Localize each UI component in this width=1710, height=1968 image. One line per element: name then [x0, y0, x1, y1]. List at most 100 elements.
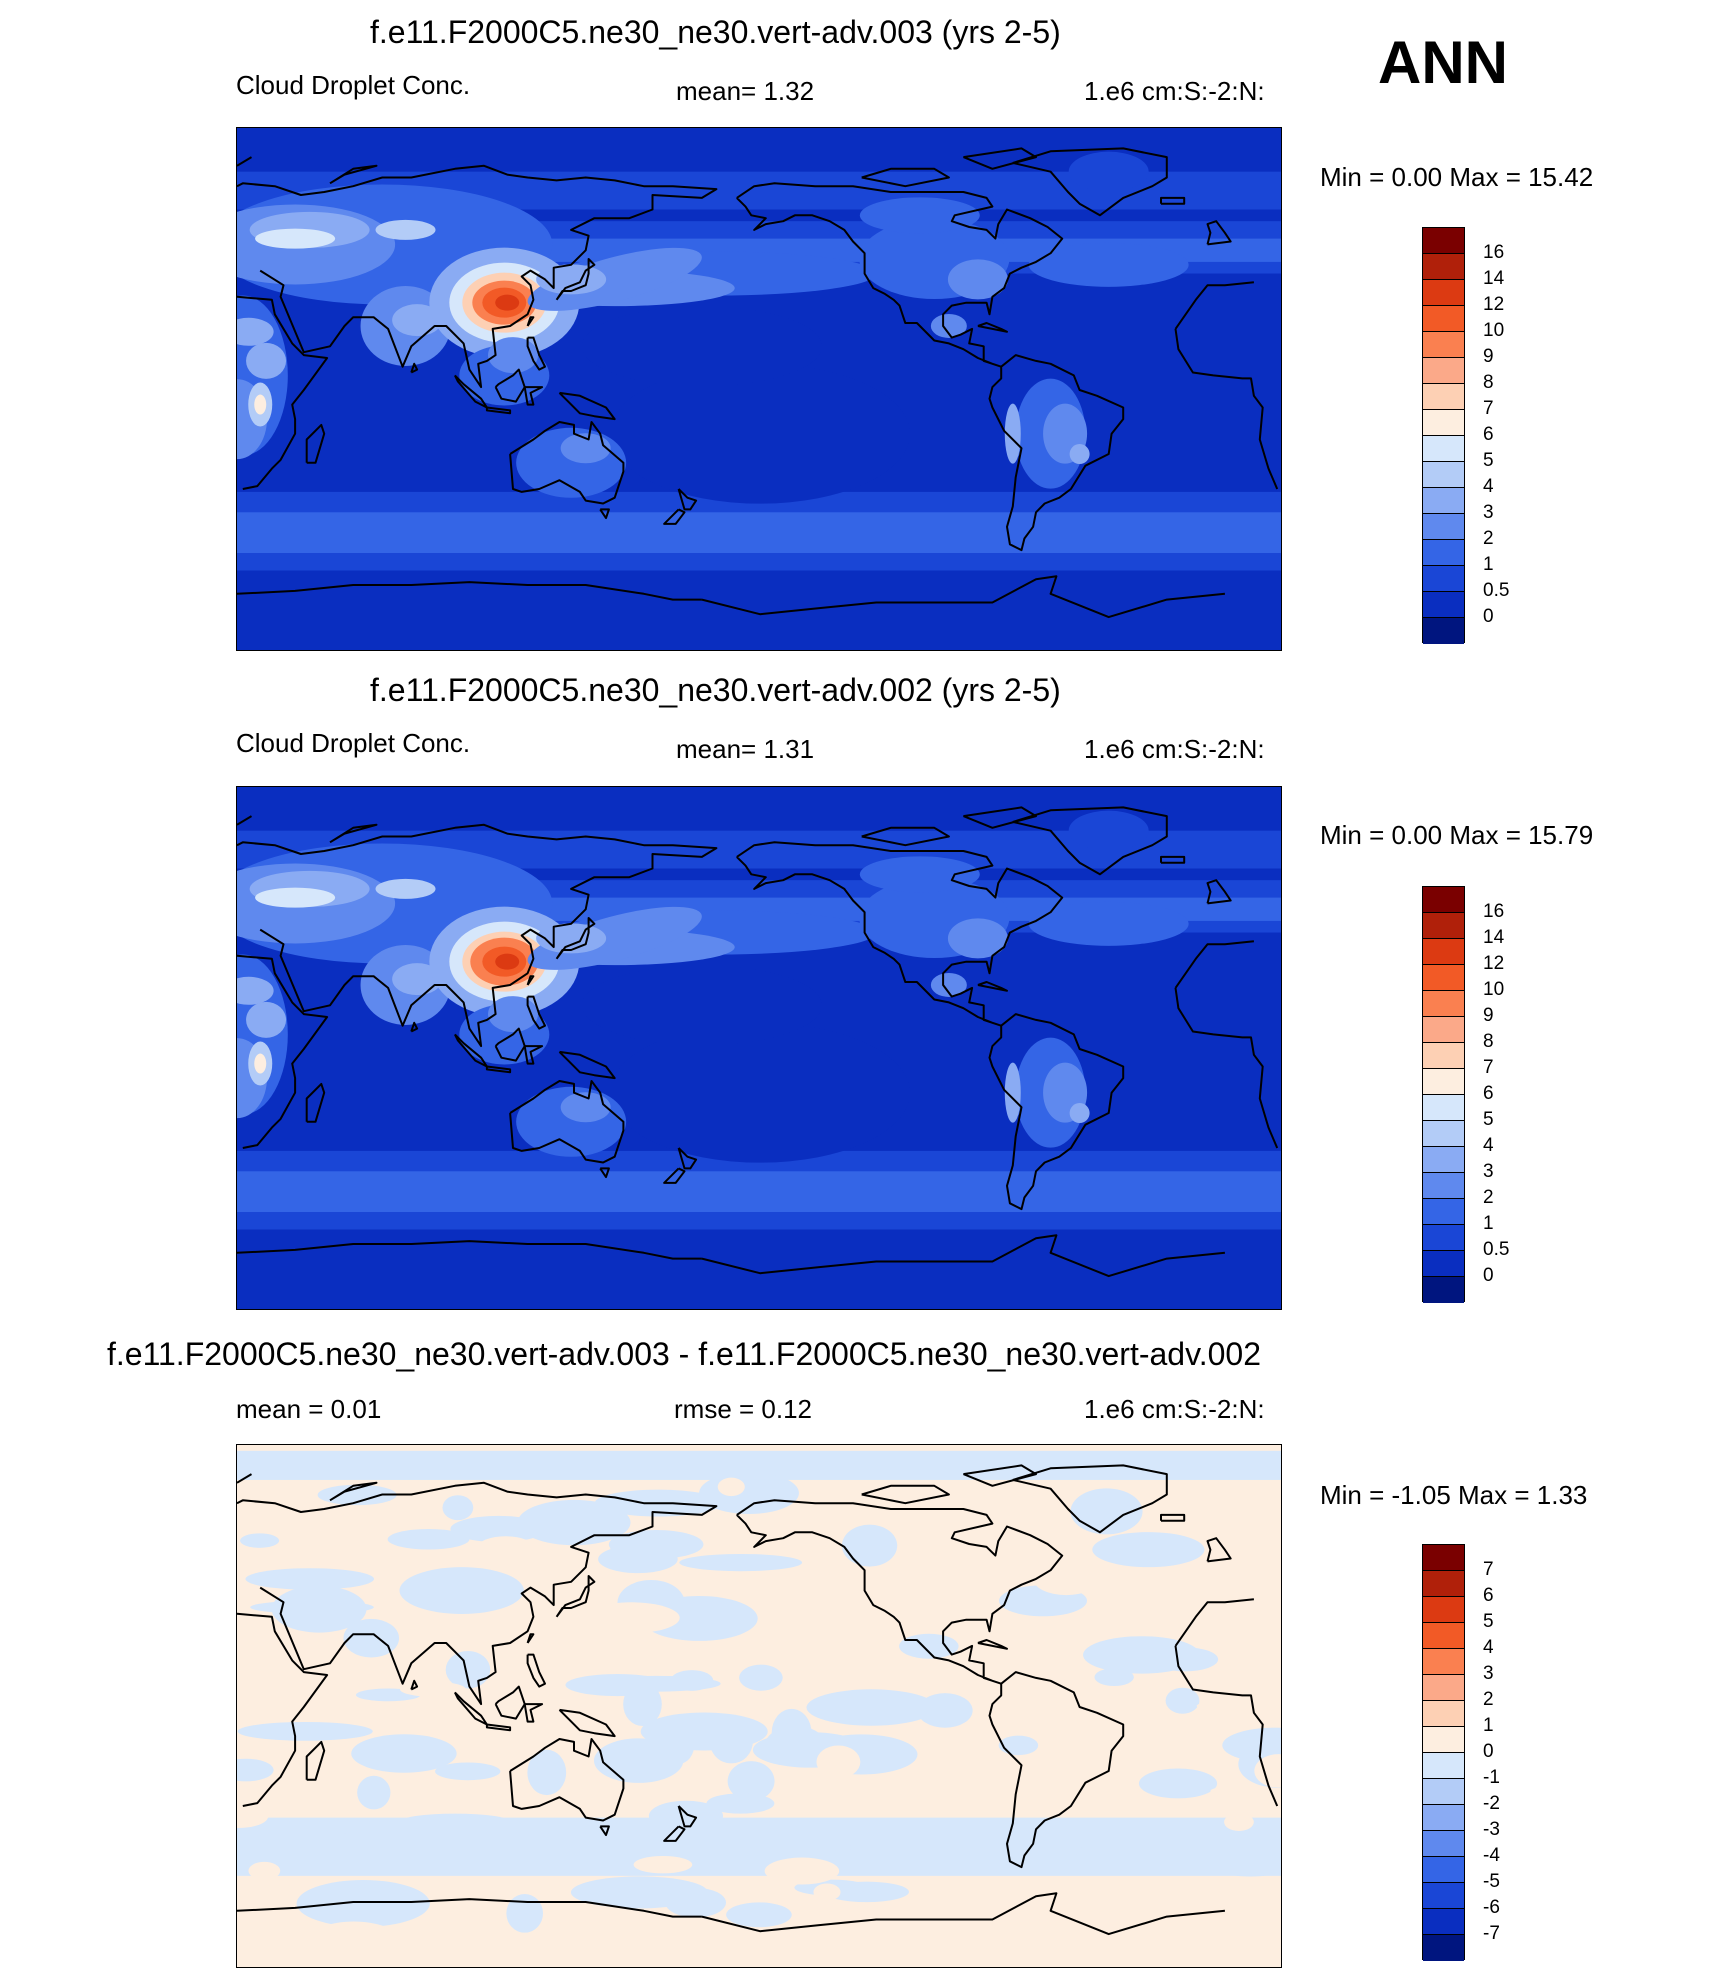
- coastline: [237, 1481, 718, 1706]
- field-blob: [1069, 444, 1090, 465]
- colorbar-swatch: [1423, 1883, 1464, 1909]
- colorbar-swatch: [1423, 1277, 1464, 1303]
- field-blob: [1165, 1687, 1200, 1714]
- coastline: [701, 575, 1225, 619]
- colorbar-tick-label: 4: [1483, 1135, 1494, 1156]
- coastlines: [237, 806, 1279, 1278]
- coastline: [237, 823, 718, 1048]
- colorbar-swatch: [1423, 1571, 1464, 1597]
- colorbar-swatch: [1423, 332, 1464, 358]
- panel-3-units-label: 1.e6 cm:S:-2:N:: [1084, 1394, 1265, 1424]
- field-band: [237, 512, 1281, 554]
- coastline: [977, 1639, 1008, 1650]
- field-blob: [375, 878, 436, 899]
- coastline: [509, 1738, 625, 1822]
- field-blob: [813, 1883, 841, 1901]
- coastline: [526, 975, 535, 986]
- field-blob: [536, 264, 607, 295]
- coastline: [555, 917, 596, 960]
- field-blob: [1004, 1062, 1021, 1123]
- coastline: [1174, 328, 1279, 490]
- coastline: [494, 368, 526, 403]
- colorbar-tick-label: 1: [1483, 1715, 1494, 1736]
- field-blob: [477, 1536, 535, 1559]
- colorbar-tick-label: 7: [1483, 1057, 1494, 1078]
- field-blob: [648, 1800, 724, 1832]
- coastline: [237, 1240, 702, 1260]
- colorbar-swatch: [1423, 1545, 1464, 1571]
- field-blob: [816, 1745, 861, 1779]
- field-blob: [679, 1553, 803, 1572]
- field-blob: [560, 1092, 611, 1123]
- coastline: [237, 954, 329, 1149]
- colorbar-tick-label: 3: [1483, 1663, 1494, 1684]
- colorbar-tick-label: 0.5: [1483, 580, 1510, 601]
- coastline: [237, 1898, 702, 1918]
- field-blob: [495, 953, 520, 970]
- field-blob: [899, 1633, 959, 1659]
- panel-1-title: f.e11.F2000C5.ne30_ne30.vert-adv.003 (yr…: [370, 14, 1061, 50]
- field-blob: [641, 1595, 758, 1641]
- panel-3-mean-label: mean = 0.01: [236, 1394, 382, 1424]
- colorbar-swatch: [1423, 1173, 1464, 1199]
- coastline: [526, 1653, 546, 1688]
- field-blob: [1028, 242, 1189, 287]
- field-blob: [248, 1861, 281, 1880]
- field-blob: [237, 317, 274, 346]
- field-blob: [255, 887, 336, 908]
- coastline: [963, 1464, 1037, 1487]
- coastline: [977, 322, 1008, 333]
- colorbar-swatch: [1423, 1225, 1464, 1251]
- field-band: [237, 1241, 1281, 1309]
- colorbar-tick-label: 6: [1483, 1083, 1494, 1104]
- colorbar-tick-label: 1: [1483, 1213, 1494, 1234]
- coastline: [1174, 987, 1279, 1149]
- colorbar-swatch: [1423, 618, 1464, 644]
- colorbar-swatch: [1423, 228, 1464, 254]
- coastline: [701, 1892, 1225, 1936]
- field-blob: [1210, 1785, 1280, 1797]
- colorbar-tick-label: 8: [1483, 1031, 1494, 1052]
- colorbar-swatch: [1423, 566, 1464, 592]
- colorbar-swatch: [1423, 1251, 1464, 1277]
- colorbar-tick-label: 3: [1483, 502, 1494, 523]
- coastline: [410, 362, 419, 374]
- colorbar-swatch: [1423, 254, 1464, 280]
- field-blob: [488, 337, 539, 374]
- field-blob: [633, 1855, 693, 1874]
- coastline: [237, 156, 253, 167]
- colorbar-swatch: [1423, 1043, 1464, 1069]
- coastline: [861, 1484, 950, 1505]
- coastline: [736, 182, 1064, 368]
- coastline: [963, 147, 1037, 170]
- colorbar-swatch: [1423, 1121, 1464, 1147]
- coastline: [558, 1708, 616, 1738]
- field-blob: [565, 1821, 639, 1835]
- colorbar-tick-label: 8: [1483, 372, 1494, 393]
- coastline: [1174, 1645, 1279, 1807]
- coastline: [237, 295, 329, 490]
- coastlines: [237, 147, 1279, 619]
- colorbar-swatch: [1423, 1095, 1464, 1121]
- field-blob: [254, 394, 267, 415]
- field-blob: [375, 219, 436, 240]
- season-label: ANN: [1378, 29, 1508, 96]
- colorbar-tick-label: 6: [1483, 1585, 1494, 1606]
- field-blob: [254, 1053, 267, 1074]
- colorbar-tick-label: -7: [1483, 1923, 1500, 1944]
- coastline: [555, 258, 596, 301]
- field-blob: [930, 313, 967, 338]
- field-blob: [527, 247, 702, 311]
- field-blob: [1092, 1532, 1205, 1568]
- colorbar-swatch: [1423, 1727, 1464, 1753]
- field-blob: [764, 1857, 840, 1885]
- colorbar-tick-label: 2: [1483, 1187, 1494, 1208]
- colorbar-tick-label: 12: [1483, 294, 1505, 315]
- field-layer: [237, 1445, 1281, 1967]
- colorbar-tick-label: 9: [1483, 1005, 1494, 1026]
- map-canvas: [237, 1445, 1281, 1967]
- field-blob: [1138, 1768, 1218, 1799]
- panel-1-colorbar: 16 14 12 10 9 8 7 6 5 4 3 2 1 0.5 0: [1422, 227, 1562, 644]
- coastline: [677, 488, 698, 511]
- coastline: [558, 1050, 616, 1080]
